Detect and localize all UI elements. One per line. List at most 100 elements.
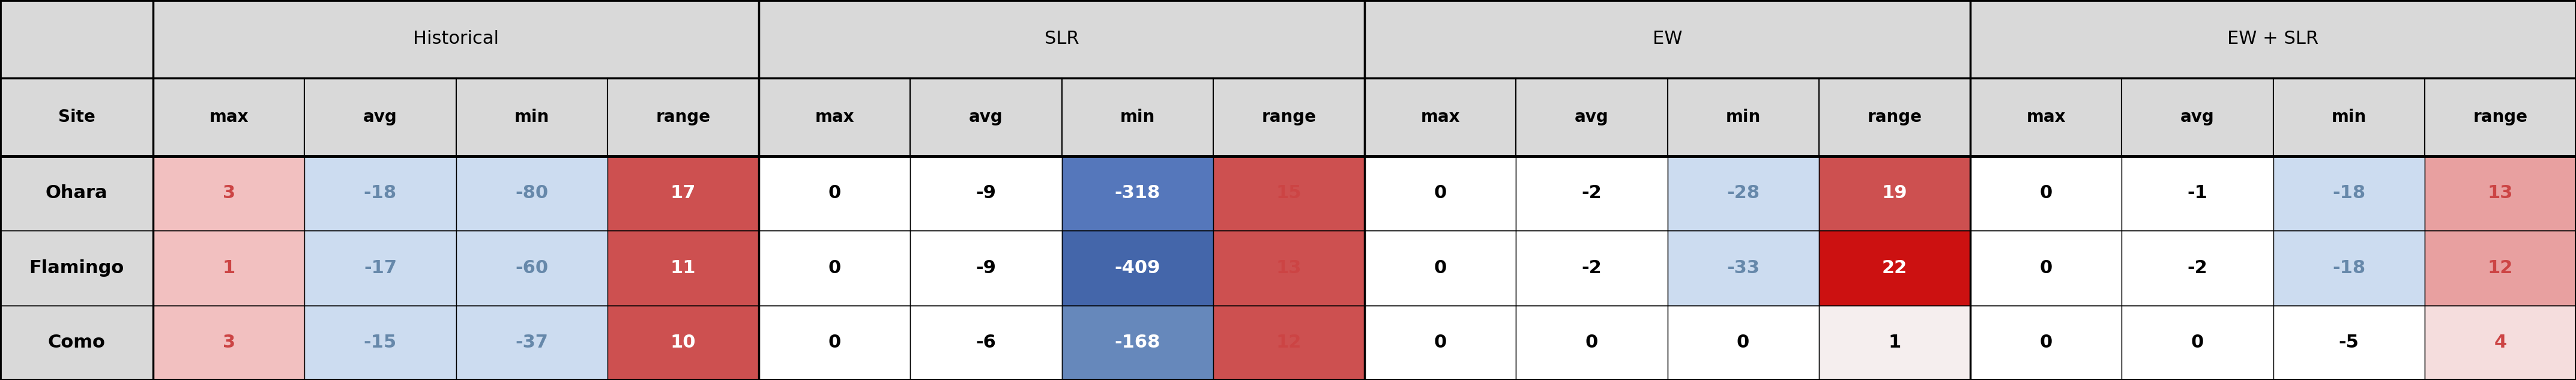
Text: -2: -2	[1582, 184, 1602, 202]
Bar	[608, 156, 760, 231]
Bar	[152, 78, 304, 156]
Text: -5: -5	[2339, 334, 2360, 352]
Bar	[2424, 78, 2576, 156]
Bar	[1971, 305, 2123, 380]
Text: min: min	[515, 108, 549, 125]
Text: 0: 0	[1435, 334, 1448, 352]
Bar	[456, 231, 608, 305]
Text: 12: 12	[2488, 259, 2514, 277]
Bar	[1365, 305, 1515, 380]
Text: -37: -37	[515, 334, 549, 352]
Bar	[1971, 78, 2123, 156]
Bar	[1971, 0, 2576, 78]
Text: -18: -18	[2331, 259, 2365, 277]
Text: max: max	[814, 108, 855, 125]
Text: 12: 12	[1275, 334, 1301, 352]
Bar	[1365, 231, 1515, 305]
Text: min: min	[2331, 108, 2367, 125]
Bar	[1667, 231, 1819, 305]
Text: 0: 0	[827, 259, 840, 277]
Text: 0: 0	[2040, 334, 2053, 352]
Bar	[1061, 78, 1213, 156]
Bar	[2272, 305, 2424, 380]
Text: Historical: Historical	[412, 30, 500, 48]
Bar	[1819, 305, 1971, 380]
Text: 3: 3	[222, 184, 234, 202]
Bar	[2272, 231, 2424, 305]
Bar	[152, 156, 304, 231]
Bar	[304, 231, 456, 305]
Bar	[456, 78, 608, 156]
Bar	[2123, 78, 2272, 156]
Bar	[0, 78, 152, 156]
Text: avg: avg	[2179, 108, 2215, 125]
Text: -17: -17	[363, 259, 397, 277]
Bar	[909, 78, 1061, 156]
Text: 11: 11	[670, 259, 696, 277]
Bar	[608, 231, 760, 305]
Text: -409: -409	[1115, 259, 1159, 277]
Bar	[1213, 78, 1365, 156]
Bar	[1365, 156, 1515, 231]
Text: 13: 13	[2488, 184, 2514, 202]
Text: SLR: SLR	[1043, 30, 1079, 48]
Bar	[1515, 231, 1667, 305]
Bar	[909, 305, 1061, 380]
Text: range: range	[2473, 108, 2527, 125]
Text: -80: -80	[515, 184, 549, 202]
Text: -168: -168	[1115, 334, 1159, 352]
Text: -2: -2	[1582, 259, 1602, 277]
Bar	[1515, 78, 1667, 156]
Text: 1: 1	[222, 259, 234, 277]
Text: Ohara: Ohara	[46, 184, 108, 202]
Bar	[909, 156, 1061, 231]
Text: -9: -9	[976, 184, 997, 202]
Text: 15: 15	[1275, 184, 1301, 202]
Bar	[152, 231, 304, 305]
Text: -18: -18	[363, 184, 397, 202]
Bar	[909, 231, 1061, 305]
Bar	[760, 78, 909, 156]
Text: -1: -1	[2187, 184, 2208, 202]
Text: max: max	[2027, 108, 2066, 125]
Bar	[1971, 156, 2123, 231]
Bar	[1365, 78, 1515, 156]
Bar	[1819, 156, 1971, 231]
Text: 4: 4	[2494, 334, 2506, 352]
Bar	[0, 156, 152, 231]
Bar	[2123, 231, 2272, 305]
Text: 0: 0	[1584, 334, 1597, 352]
Text: 0: 0	[2040, 184, 2053, 202]
Text: EW + SLR: EW + SLR	[2228, 30, 2318, 48]
Text: -2: -2	[2187, 259, 2208, 277]
Bar	[760, 0, 1365, 78]
Bar	[1515, 156, 1667, 231]
Bar	[760, 156, 909, 231]
Text: 0: 0	[2040, 259, 2053, 277]
Text: Site: Site	[59, 108, 95, 125]
Text: 0: 0	[827, 184, 840, 202]
Text: 17: 17	[670, 184, 696, 202]
Text: min: min	[1726, 108, 1759, 125]
Bar	[152, 0, 760, 78]
Text: range: range	[657, 108, 711, 125]
Text: Flamingo: Flamingo	[28, 259, 124, 277]
Bar	[2123, 305, 2272, 380]
Text: -6: -6	[976, 334, 997, 352]
Text: avg: avg	[969, 108, 1002, 125]
Bar	[1667, 156, 1819, 231]
Bar	[456, 156, 608, 231]
Bar	[0, 305, 152, 380]
Bar	[0, 231, 152, 305]
Bar	[608, 305, 760, 380]
Bar	[1515, 305, 1667, 380]
Text: 0: 0	[1435, 184, 1448, 202]
Bar	[760, 231, 909, 305]
Text: 0: 0	[2192, 334, 2205, 352]
Text: max: max	[1419, 108, 1461, 125]
Bar	[304, 305, 456, 380]
Bar	[1819, 78, 1971, 156]
Bar	[2424, 156, 2576, 231]
Text: range: range	[1868, 108, 1922, 125]
Bar	[1213, 231, 1365, 305]
